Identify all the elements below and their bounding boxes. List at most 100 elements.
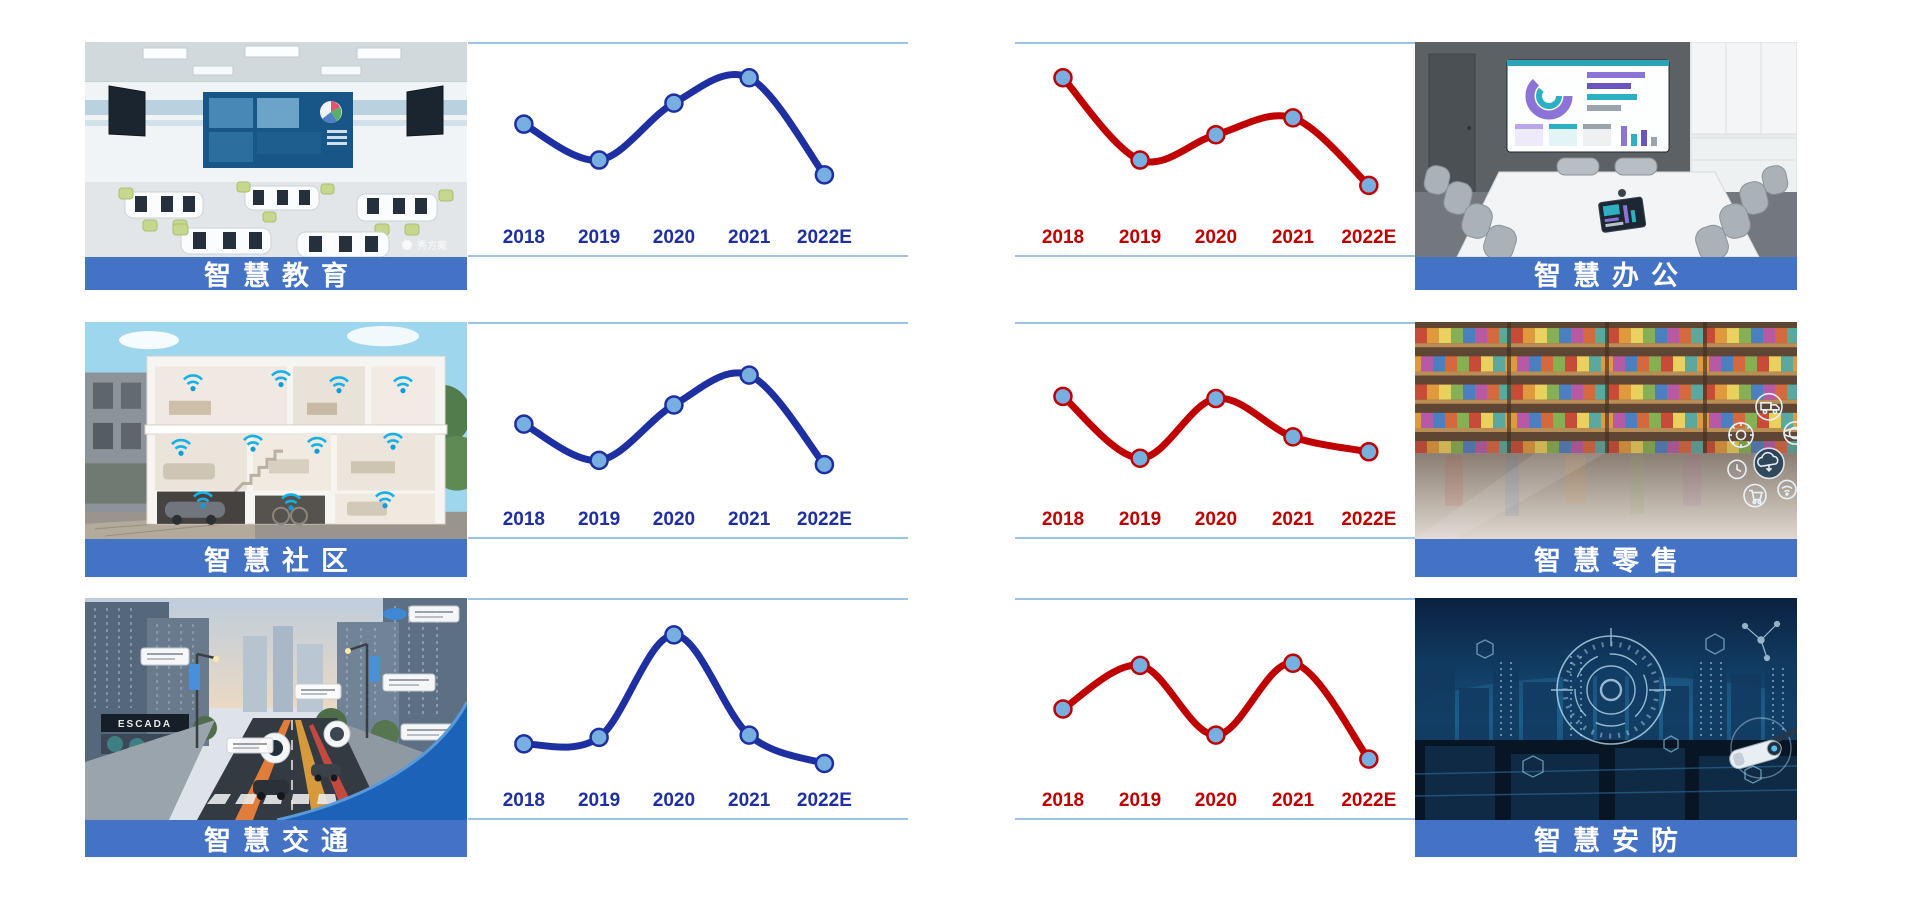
- data-point-marker: [1053, 68, 1073, 88]
- wechat-watermark: 秀方案: [402, 239, 447, 252]
- classroom-desk-cluster: [236, 181, 335, 223]
- x-axis-label: 2020: [653, 227, 695, 248]
- x-axis-label: 2020: [1195, 790, 1237, 811]
- x-axis-label: 2018: [503, 509, 545, 530]
- x-axis-label: 2022E: [797, 227, 852, 248]
- transport-trend-chart: 2018 2019 2020 2021 2022E: [468, 598, 908, 820]
- camera-icon: [1729, 717, 1797, 779]
- panel-title-bar-transport: 智慧交通: [85, 820, 467, 857]
- x-axis-label: 2019: [1119, 790, 1161, 811]
- data-point-marker: [514, 734, 534, 754]
- data-point-marker: [1130, 448, 1150, 468]
- data-point-marker: [1206, 725, 1226, 745]
- x-axis-label: 2018: [1042, 227, 1084, 248]
- panel-title-bar-education: 智慧教育: [85, 257, 467, 291]
- hud-rings-icon: [1551, 628, 1671, 745]
- trend-line: [520, 631, 828, 767]
- x-axis-label: 2021: [728, 227, 771, 248]
- x-axis-label: 2018: [1042, 509, 1084, 530]
- smart-home-illustration: [85, 322, 467, 539]
- x-axis-label: 2019: [578, 227, 620, 248]
- cloud-icon: [1753, 447, 1785, 480]
- store-shelves: [1415, 322, 1797, 454]
- cart-icon: [1743, 483, 1767, 508]
- panel-title: 智慧零售: [1534, 545, 1690, 576]
- supermarket-photo: [1415, 322, 1797, 539]
- classroom-photo: 秀方案: [85, 42, 467, 257]
- data-point-marker: [1359, 175, 1379, 196]
- meeting-room-display: [1506, 59, 1670, 153]
- wifi-icon: [1777, 479, 1797, 500]
- data-point-marker: [1130, 150, 1150, 170]
- x-axis-label: 2020: [1195, 227, 1237, 248]
- classroom-desk-cluster: [356, 189, 454, 236]
- x-axis-label: 2020: [1195, 509, 1237, 530]
- data-point-marker: [1283, 108, 1303, 128]
- retail-tech-icons: [1727, 392, 1797, 508]
- meeting-room-illustration: [1415, 42, 1797, 257]
- x-axis-label: 2021: [1272, 509, 1315, 530]
- pole-banner: [189, 664, 200, 690]
- data-point-marker: [1359, 442, 1379, 462]
- office-chairs-right: [1695, 165, 1789, 257]
- x-axis-label: 2021: [728, 509, 771, 530]
- data-point-marker: [1206, 388, 1226, 409]
- data-point-marker: [1283, 427, 1303, 447]
- data-point-marker: [739, 365, 759, 385]
- data-point-marker: [1206, 124, 1226, 145]
- blue-swoosh: [277, 702, 467, 820]
- storefront-sign: [101, 714, 189, 732]
- cabinet-upper: [1690, 42, 1797, 135]
- data-point-marker: [514, 414, 534, 434]
- data-point-marker: [1130, 655, 1150, 676]
- classroom-desk-cluster: [296, 231, 390, 257]
- x-axis-label: 2021: [1272, 790, 1315, 811]
- data-point-marker: [739, 68, 759, 88]
- office-chairs-left: [1423, 165, 1517, 257]
- education-trend-chart: 2018 2019 2020 2021 2022E: [468, 42, 908, 257]
- community-trend-chart: 2018 2019 2020 2021 2022E: [468, 322, 908, 539]
- trend-line: [520, 71, 828, 179]
- x-axis-label: 2019: [1119, 509, 1161, 530]
- x-axis-label: 2019: [578, 509, 620, 530]
- pole-banner: [369, 656, 380, 682]
- network-nodes-icon: [1741, 620, 1781, 662]
- street-illustration: ESCADA: [85, 598, 467, 820]
- classroom-illustration: 秀方案: [85, 42, 467, 257]
- data-point-marker: [664, 625, 684, 645]
- data-point-marker: [589, 450, 609, 471]
- x-axis-label: 2019: [1119, 227, 1161, 248]
- truck-icon: [1755, 392, 1783, 421]
- retail-trend-chart: 2018 2019 2020 2021 2022E: [1015, 322, 1425, 539]
- x-axis-label: 2020: [653, 509, 695, 530]
- data-point-marker: [814, 753, 835, 774]
- data-point-marker: [589, 150, 609, 170]
- smart-home-photo: [85, 322, 467, 539]
- x-axis-label: 2021: [1272, 227, 1315, 248]
- night-city-photo: [1415, 598, 1797, 820]
- panel-title: 智慧交通: [204, 826, 360, 856]
- panel-title: 智慧社区: [204, 545, 360, 576]
- clock-icon: [1727, 459, 1747, 480]
- x-axis-label: 2022E: [797, 790, 852, 811]
- x-axis-label: 2021: [728, 790, 771, 811]
- panel-title: 智慧安防: [1534, 826, 1690, 856]
- x-axis-label: 2018: [503, 790, 545, 811]
- x-axis-label: 2019: [578, 790, 620, 811]
- x-axis-label: 2020: [653, 790, 695, 811]
- panel-title-bar-community: 智慧社区: [85, 539, 467, 577]
- panel-title-bar-security: 智慧安防: [1415, 820, 1797, 857]
- classroom-side-display-left: [108, 85, 146, 137]
- data-point-marker: [589, 727, 609, 748]
- svg-text:秀方案: 秀方案: [417, 239, 447, 252]
- x-axis-label: 2022E: [1341, 790, 1396, 811]
- data-point-marker: [664, 93, 684, 113]
- supermarket-illustration: [1415, 322, 1797, 539]
- hexagon-icon: [1476, 633, 1762, 784]
- panel-title: 智慧办公: [1534, 261, 1690, 291]
- data-point-marker: [814, 165, 835, 185]
- data-point-marker: [814, 454, 835, 475]
- data-point-marker: [514, 114, 534, 134]
- callout-bubble: [140, 647, 456, 754]
- panel-title-bar-retail: 智慧零售: [1415, 539, 1797, 577]
